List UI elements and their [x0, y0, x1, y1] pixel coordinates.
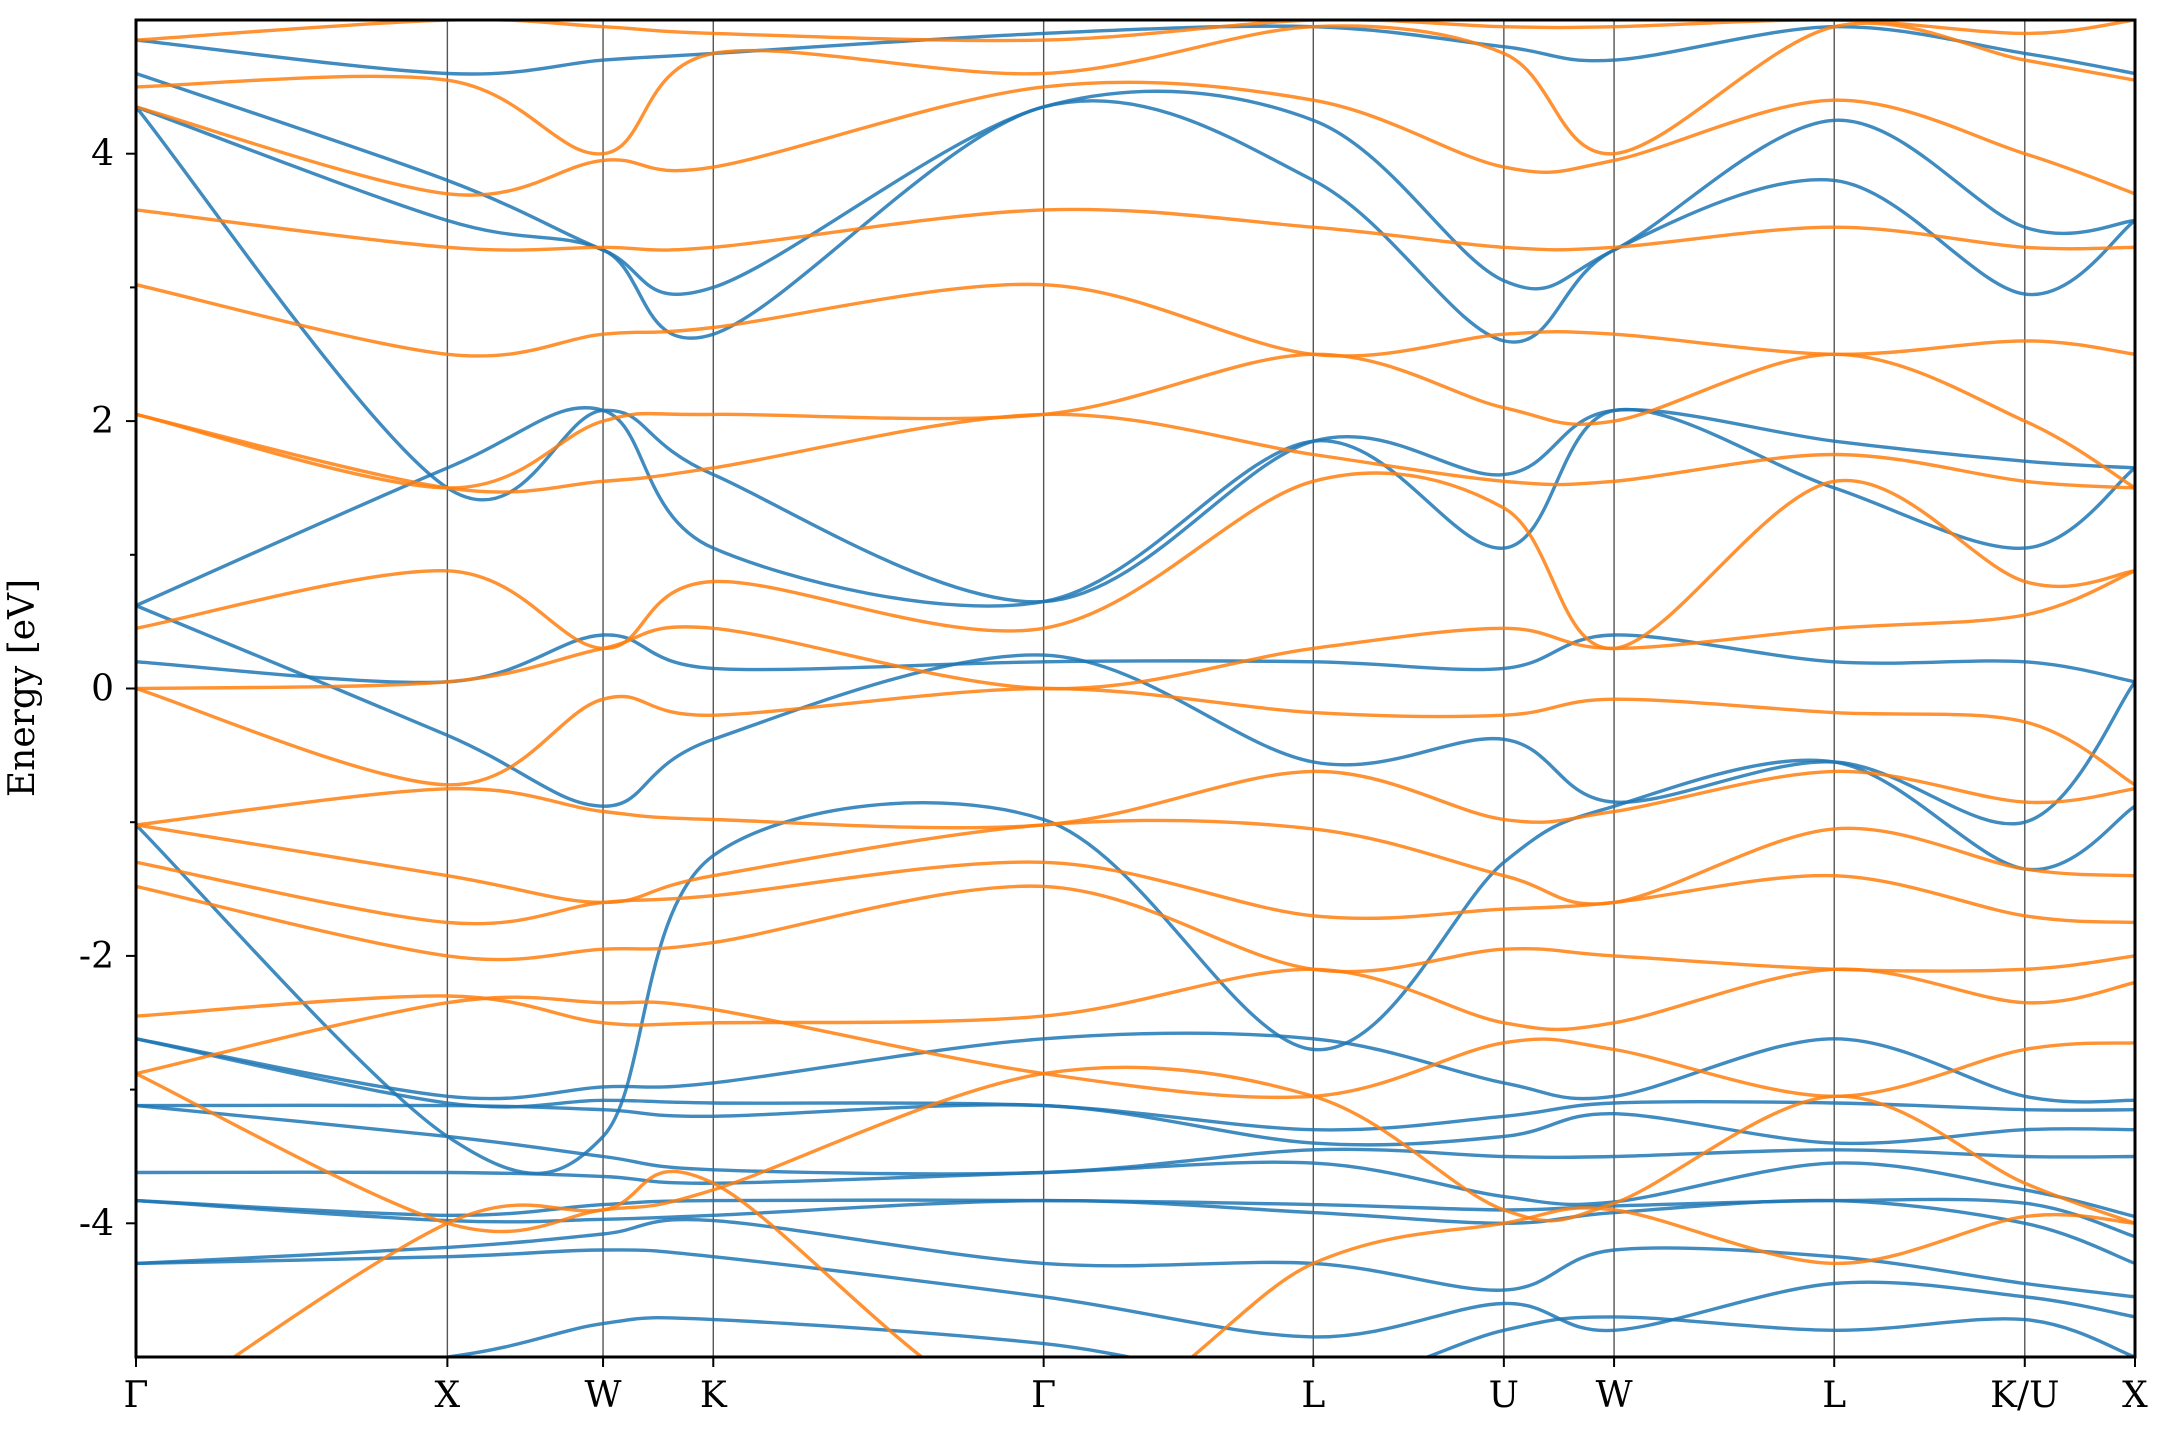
x-tick-label: K: [700, 1375, 728, 1416]
band-line-blue: [136, 99, 2135, 344]
band-line-blue: [136, 633, 2135, 685]
band-line-orange: [136, 995, 2135, 1100]
band-line-blue: [136, 1248, 2135, 1339]
x-tick-label: X: [2122, 1375, 2148, 1416]
band-line-orange: [136, 860, 2135, 926]
x-tick-label: W: [1596, 1375, 1633, 1416]
band-line-blue: [136, 405, 2135, 608]
x-axis: Γ X W K Γ L U W L K/U X: [124, 1357, 2148, 1416]
band-line-blue: [136, 1103, 2135, 1176]
band-line-orange: [136, 569, 2135, 691]
band-line-orange: [136, 412, 2135, 494]
band-line-orange: [231, 1169, 2135, 1357]
y-tick-label: -4: [79, 1203, 114, 1244]
y-axis: -4 -2 0 2 4: [79, 134, 136, 1244]
band-line-orange: [136, 769, 2135, 830]
band-line-blue: [433, 1315, 2135, 1357]
x-tick-label: Γ: [124, 1375, 149, 1416]
band-line-blue: [136, 604, 2135, 826]
y-axis-label: Energy [eV]: [2, 579, 43, 797]
band-line-orange: [136, 80, 2135, 197]
x-tick-label: W: [585, 1375, 622, 1416]
band-line-blue: [136, 1037, 2135, 1132]
band-line-orange: [136, 282, 2135, 358]
band-line-orange: [136, 352, 2135, 490]
band-line-orange: [136, 686, 2135, 787]
kpoint-separators: [446, 20, 2026, 1357]
band-line-blue: [136, 1103, 2135, 1147]
band-line-orange: [136, 818, 2135, 906]
band-line-orange: [136, 884, 2135, 974]
band-line-orange: [136, 207, 2135, 252]
band-lines: [136, 20, 2135, 1357]
x-tick-label: U: [1489, 1375, 1519, 1416]
x-tick-label: K/U: [1990, 1375, 2059, 1416]
y-tick-label: 0: [91, 669, 114, 710]
x-tick-label: L: [1822, 1375, 1846, 1416]
band-line-blue: [136, 71, 2135, 297]
band-line-blue: [136, 1197, 2135, 1239]
band-line-orange: [136, 471, 2135, 651]
band-line-blue: [136, 105, 2135, 604]
y-tick-label: 2: [91, 401, 114, 442]
band-line-blue: [136, 1217, 2135, 1299]
y-tick-label: -2: [79, 936, 114, 977]
x-tick-label: Γ: [1031, 1375, 1056, 1416]
y-tick-label: 4: [91, 134, 114, 175]
x-tick-label: L: [1301, 1375, 1325, 1416]
band-line-orange: [136, 21, 2135, 156]
band-line-blue: [136, 1031, 2135, 1104]
x-tick-label: X: [435, 1375, 461, 1416]
